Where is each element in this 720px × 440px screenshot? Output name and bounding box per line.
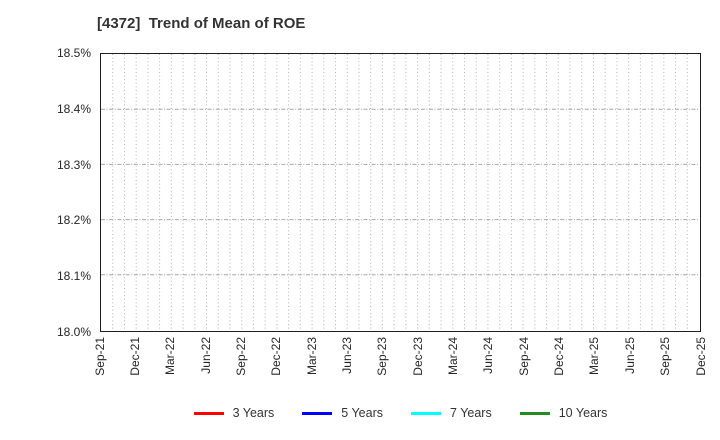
x-tick-label: Dec-21 bbox=[127, 337, 142, 376]
legend-label: 10 Years bbox=[558, 405, 608, 420]
legend-item: 5 Years bbox=[302, 406, 383, 421]
legend-line-swatch bbox=[302, 411, 333, 415]
y-tick-label: 18.2% bbox=[56, 213, 91, 228]
legend-label: 5 Years bbox=[341, 405, 384, 420]
x-tick-label: Sep-25 bbox=[658, 337, 673, 376]
x-tick-label: Mar-24 bbox=[446, 337, 461, 376]
y-tick-label: 18.0% bbox=[56, 325, 91, 339]
x-tick-label: Jun-25 bbox=[622, 337, 637, 374]
x-tick-label: Mar-25 bbox=[587, 337, 602, 376]
legend-line-swatch bbox=[411, 411, 442, 415]
x-tick-label: Mar-22 bbox=[163, 337, 178, 376]
x-tick-label: Mar-23 bbox=[304, 337, 319, 376]
chart-title: [4372] Trend of Mean of ROE bbox=[97, 15, 306, 32]
legend-item: 3 Years bbox=[193, 405, 275, 421]
x-tick-label: Sep-23 bbox=[375, 337, 390, 376]
x-tick-label: Jun-24 bbox=[481, 337, 496, 374]
x-tick-label: Jun-23 bbox=[339, 337, 354, 374]
y-tick-label: 18.5% bbox=[56, 46, 91, 60]
y-tick-label: 18.1% bbox=[56, 269, 91, 284]
legend-line-swatch bbox=[519, 411, 550, 415]
x-tick-label: Sep-24 bbox=[516, 337, 531, 376]
x-tick-label: Dec-22 bbox=[269, 337, 284, 376]
legend-label: 3 Years bbox=[232, 405, 275, 420]
x-tick-label: Dec-23 bbox=[410, 337, 425, 376]
x-tick-label: Jun-22 bbox=[198, 337, 213, 374]
y-axis-labels: 18.0% 18.1% 18.2% 18.3% 18.4% 18.5% bbox=[0, 46, 91, 339]
legend: 3 Years 5 Years 7 Years 10 Years bbox=[100, 403, 701, 423]
x-tick-label: Sep-22 bbox=[233, 337, 248, 376]
legend-label: 7 Years bbox=[450, 405, 492, 420]
legend-item: 7 Years bbox=[411, 406, 492, 421]
legend-line-swatch bbox=[193, 411, 224, 415]
x-tick-label: Dec-25 bbox=[693, 337, 708, 376]
y-tick-label: 18.3% bbox=[56, 157, 91, 172]
x-axis-labels: Sep-21 Dec-21 Mar-22 Jun-22 Sep-22 Dec-22 Mar-… bbox=[93, 332, 708, 398]
plot-area bbox=[100, 53, 701, 332]
x-tick-label: Dec-24 bbox=[552, 337, 567, 376]
x-tick-label: Sep-21 bbox=[92, 337, 107, 376]
legend-item: 10 Years bbox=[519, 405, 608, 421]
grid-lines bbox=[101, 54, 699, 330]
y-tick-label: 18.4% bbox=[56, 101, 91, 116]
